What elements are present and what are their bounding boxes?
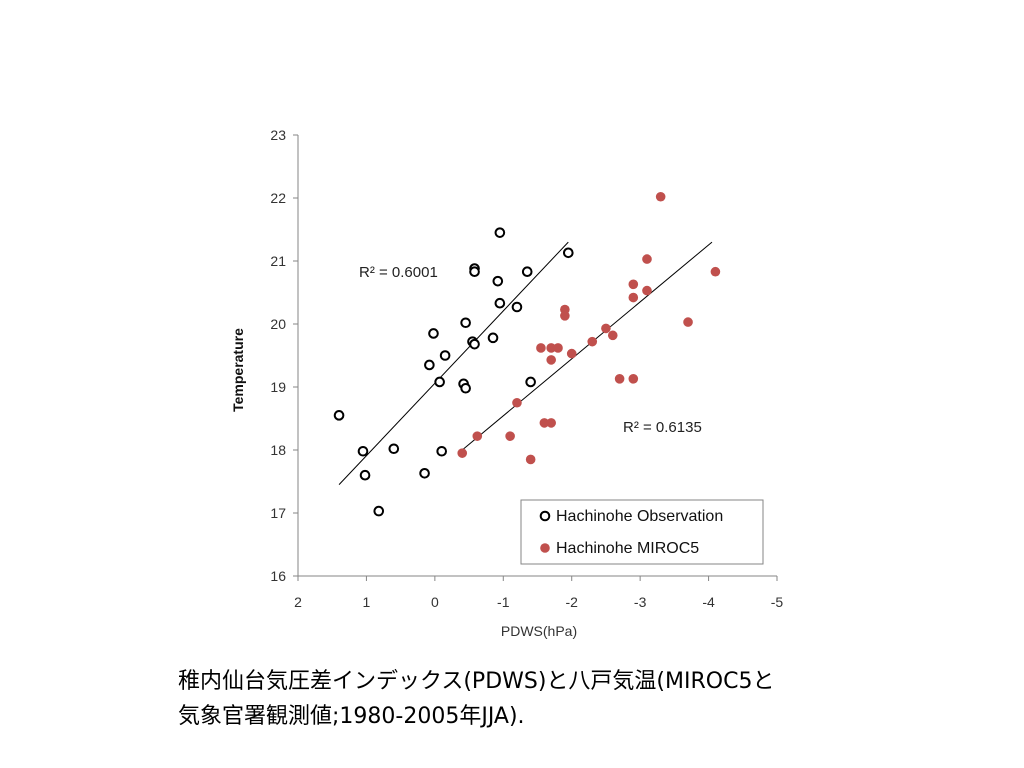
point-miroc5	[546, 355, 556, 365]
point-observation	[487, 332, 499, 344]
point-observation	[460, 382, 471, 394]
y-axis-ticks: 16 17 18 19 20 21 22 23	[270, 127, 298, 584]
point-miroc5	[512, 397, 522, 408]
legend-box	[520, 499, 764, 565]
point-miroc5	[457, 448, 468, 458]
y-tick-label: 19	[270, 379, 286, 395]
legend: Hachinohe Observation Hachinohe MIROC5	[520, 499, 764, 565]
caption-line-2: 気象官署観測値;1980-2005年JJA).	[178, 704, 525, 729]
point-miroc5	[710, 266, 721, 277]
point-observation	[469, 266, 480, 278]
point-miroc5	[642, 285, 652, 296]
x-tick-label: 1	[363, 594, 371, 610]
point-miroc5	[472, 431, 483, 441]
y-axis-title: Temperature	[230, 328, 246, 412]
point-observation	[333, 410, 345, 421]
point-observation	[494, 297, 506, 309]
data-points	[333, 191, 721, 517]
trendlines	[338, 241, 713, 485]
r2-label-observation: R² = 0.6001	[359, 264, 438, 281]
x-tick-label: -5	[771, 594, 784, 610]
x-tick-label: -2	[565, 594, 578, 610]
y-tick-label: 22	[270, 190, 286, 206]
point-observation	[373, 505, 385, 517]
point-miroc5	[628, 292, 639, 303]
point-miroc5	[607, 330, 618, 341]
point-observation	[460, 317, 471, 329]
point-miroc5	[655, 191, 666, 202]
point-observation	[436, 445, 448, 457]
point-observation	[357, 445, 369, 457]
point-miroc5	[601, 323, 611, 334]
point-observation	[492, 275, 504, 287]
point-observation	[424, 359, 435, 371]
legend-marker-miroc5	[540, 543, 550, 553]
point-miroc5	[525, 454, 536, 465]
point-observation	[494, 227, 506, 238]
x-tick-label: -1	[497, 594, 510, 610]
x-tick-label: 0	[431, 594, 439, 610]
caption-line-1: 稚内仙台気圧差インデックス(PDWS)と八戸気温(MIROC5と	[178, 669, 775, 694]
r2-label-miroc5: R² = 0.6135	[623, 419, 702, 436]
point-miroc5	[539, 418, 550, 428]
point-observation	[434, 376, 445, 388]
y-tick-label: 21	[270, 253, 286, 269]
y-tick-label: 17	[270, 505, 286, 521]
point-observation	[525, 376, 536, 388]
point-observation	[521, 266, 533, 278]
x-tick-label: -4	[702, 594, 715, 610]
trendline-miroc5	[461, 241, 713, 451]
y-tick-label: 20	[270, 316, 286, 332]
x-tick-label: 2	[294, 594, 302, 610]
point-miroc5	[536, 343, 546, 353]
trendline-observation	[338, 241, 569, 485]
point-miroc5	[546, 418, 556, 428]
y-tick-label: 16	[270, 568, 286, 584]
point-miroc5	[560, 311, 570, 321]
point-observation	[439, 350, 451, 361]
legend-label-miroc5: Hachinohe MIROC5	[556, 540, 699, 557]
point-observation	[428, 328, 439, 339]
point-miroc5	[505, 431, 515, 441]
point-observation	[469, 338, 480, 350]
point-miroc5	[546, 343, 556, 353]
point-miroc5	[628, 279, 639, 290]
y-tick-label: 18	[270, 442, 286, 458]
point-observation	[388, 443, 400, 455]
point-miroc5	[628, 374, 639, 384]
point-miroc5	[553, 343, 563, 353]
point-observation	[511, 301, 523, 313]
point-miroc5	[683, 317, 693, 327]
x-axis-title: PDWS(hPa)	[501, 623, 577, 639]
y-tick-label: 23	[270, 127, 286, 143]
point-observation	[562, 247, 574, 259]
slide-caption: 稚内仙台気圧差インデックス(PDWS)と八戸気温(MIROC5と 気象官署観測値…	[178, 664, 998, 734]
x-axis-ticks: 2 1 0 -1 -2 -3 -4 -5	[294, 576, 783, 610]
legend-marker-observation	[539, 510, 551, 522]
x-tick-label: -3	[634, 594, 647, 610]
point-observation	[359, 469, 371, 481]
point-miroc5	[614, 374, 625, 384]
legend-label-observation: Hachinohe Observation	[556, 508, 723, 525]
point-miroc5	[566, 348, 577, 359]
point-miroc5	[642, 254, 652, 264]
point-observation	[419, 468, 430, 479]
point-miroc5	[587, 336, 598, 347]
